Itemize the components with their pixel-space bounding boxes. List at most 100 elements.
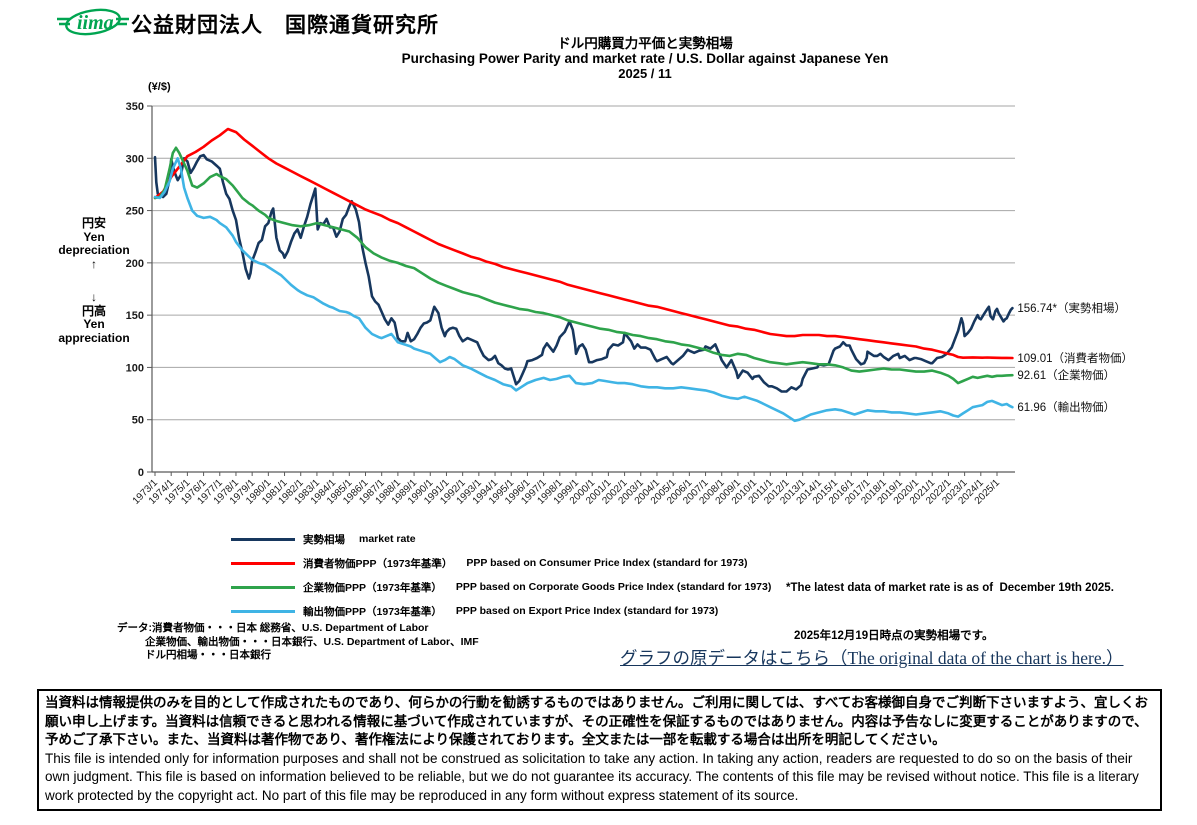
svg-text:1982/1: 1982/1: [276, 477, 306, 507]
svg-text:2013/1: 2013/1: [778, 477, 808, 507]
svg-text:1995/1: 1995/1: [487, 477, 517, 507]
svg-text:2021/1: 2021/1: [908, 477, 938, 507]
svg-text:2011/1: 2011/1: [747, 477, 776, 506]
chart-title-en: Purchasing Power Parity and market rate …: [401, 51, 889, 66]
svg-text:2010/1: 2010/1: [730, 477, 760, 507]
svg-text:1989/1: 1989/1: [390, 477, 420, 507]
svg-text:350: 350: [126, 101, 144, 113]
svg-text:2007/1: 2007/1: [681, 477, 711, 507]
svg-text:1987/1: 1987/1: [357, 477, 387, 507]
svg-text:1978/1: 1978/1: [212, 477, 242, 507]
yen-appreciation-ja: 円高: [81, 303, 106, 318]
svg-text:156.74*（実勢相場）: 156.74*（実勢相場）: [1017, 301, 1126, 315]
legend-item-market-rate: 実勢相場 market rate: [231, 527, 771, 551]
svg-text:2004/1: 2004/1: [633, 477, 663, 507]
svg-text:92.61（企業物価）: 92.61（企業物価）: [1017, 368, 1115, 382]
legend-line-swatch-cgpi-ppp: [231, 585, 295, 589]
disclaimer-text-en: This file is intended only for informati…: [45, 750, 1139, 803]
svg-text:300: 300: [126, 153, 144, 165]
svg-text:100: 100: [126, 362, 144, 374]
disclaimer-box: 当資料は情報提供のみを目的として作成されたものであり、何らかの行動を勧誘するもの…: [37, 689, 1162, 811]
latest-data-note: *The latest data of market rate is as of…: [786, 548, 1114, 676]
legend-item-export-ppp: 輸出物価PPP（1973年基準） PPP based on Export Pri…: [231, 599, 771, 623]
svg-text:2015/1: 2015/1: [811, 477, 841, 507]
data-source-line2: 企業物価、輸出物価・・・日本銀行、U.S. Department of Labo…: [145, 635, 479, 648]
svg-text:1979/1: 1979/1: [228, 477, 258, 507]
svg-text:1998/1: 1998/1: [536, 477, 566, 507]
svg-text:1988/1: 1988/1: [374, 477, 404, 507]
svg-text:1981/1: 1981/1: [260, 477, 290, 507]
org-name: 公益財団法人 国際通貨研究所: [131, 14, 439, 37]
svg-text:1996/1: 1996/1: [503, 477, 533, 507]
yen-depreciation-ja: 円安: [81, 216, 106, 230]
disclaimer-text-ja: 当資料は情報提供のみを目的として作成されたものであり、何らかの行動を勧誘するもの…: [45, 695, 1148, 747]
svg-text:1993/1: 1993/1: [455, 477, 485, 507]
svg-text:2024/1: 2024/1: [957, 477, 987, 507]
svg-text:2020/1: 2020/1: [892, 477, 922, 507]
svg-text:2005/1: 2005/1: [649, 477, 679, 507]
legend-label-en: market rate: [359, 533, 416, 545]
data-source-line3: ドル円相場・・・日本銀行: [145, 649, 271, 661]
svg-text:1974/1: 1974/1: [147, 477, 177, 507]
down-arrow-icon: ↓: [91, 290, 97, 304]
svg-text:61.96（輸出物価）: 61.96（輸出物価）: [1017, 400, 1115, 414]
legend-label-ja: 実勢相場: [303, 533, 345, 546]
svg-text:1992/1: 1992/1: [438, 477, 468, 507]
yen-direction-annotation: 円安 Yen depreciation ↑ ↓ 円高 Yen appreciat…: [38, 216, 150, 345]
svg-text:250: 250: [126, 206, 144, 218]
legend-label-en: PPP based on Corporate Goods Price Index…: [455, 581, 772, 593]
svg-text:1999/1: 1999/1: [552, 477, 582, 507]
svg-text:2008/1: 2008/1: [697, 477, 727, 507]
svg-text:2017/1: 2017/1: [843, 477, 873, 507]
legend-label-en: PPP based on Export Price Index (standar…: [455, 605, 719, 617]
logo-text: iima: [77, 12, 114, 34]
yen-depreciation-en2: depreciation: [58, 243, 130, 257]
svg-text:2023/1: 2023/1: [940, 477, 970, 507]
svg-text:1984/1: 1984/1: [309, 477, 339, 507]
svg-text:2016/1: 2016/1: [827, 477, 857, 507]
legend-line-swatch-market-rate: [231, 537, 295, 541]
svg-text:1973/1: 1973/1: [131, 477, 161, 507]
svg-text:2002/1: 2002/1: [600, 477, 630, 507]
svg-text:2006/1: 2006/1: [665, 477, 695, 507]
svg-text:1985/1: 1985/1: [325, 477, 355, 507]
yen-appreciation-en2: appreciation: [58, 330, 130, 345]
legend-label-ja: 輸出物価PPP（1973年基準）: [303, 605, 442, 618]
up-arrow-icon: ↑: [91, 256, 97, 271]
svg-text:1983/1: 1983/1: [293, 477, 323, 507]
svg-text:2018/1: 2018/1: [859, 477, 889, 507]
yen-depreciation-en1: Yen: [83, 229, 105, 244]
legend-item-cgpi-ppp: 企業物価PPP（1973年基準） PPP based on Corporate …: [231, 575, 771, 599]
chart-title-ja: ドル円購買力平価と実勢相場: [557, 36, 733, 51]
legend-line-swatch-cpi-ppp: [231, 561, 295, 565]
svg-text:2025/1: 2025/1: [973, 477, 1003, 507]
svg-text:1986/1: 1986/1: [341, 477, 371, 507]
svg-text:1976/1: 1976/1: [179, 477, 209, 507]
legend-line-swatch-export-ppp: [231, 609, 295, 613]
legend-label-ja: 企業物価PPP（1973年基準）: [303, 581, 442, 594]
original-data-link[interactable]: グラフの原データはこちら（The original data of the ch…: [620, 648, 1124, 668]
legend-item-cpi-ppp: 消費者物価PPP（1973年基準） PPP based on Consumer …: [231, 551, 771, 575]
svg-text:2014/1: 2014/1: [795, 477, 825, 507]
svg-text:1991/1: 1991/1: [422, 477, 452, 507]
data-source-block: データ:消費者物価・・・日本 総務省、U.S. Department of La…: [117, 622, 479, 663]
svg-text:50: 50: [132, 415, 144, 427]
y-axis-unit-label: (¥/$): [148, 81, 171, 93]
svg-text:1977/1: 1977/1: [195, 477, 225, 507]
note-line-en: *The latest data of market rate is as of…: [786, 582, 1114, 594]
iima-logo-icon: iima: [56, 2, 130, 42]
svg-text:1994/1: 1994/1: [471, 477, 501, 507]
data-source-line1: データ:消費者物価・・・日本 総務省、U.S. Department of La…: [117, 622, 429, 634]
legend-label-ja: 消費者物価PPP（1973年基準）: [303, 557, 453, 570]
svg-text:1990/1: 1990/1: [406, 477, 436, 507]
svg-text:1975/1: 1975/1: [163, 477, 193, 507]
svg-text:2001/1: 2001/1: [584, 477, 614, 507]
svg-text:2022/1: 2022/1: [924, 477, 954, 507]
chart-legend: 実勢相場 market rate 消費者物価PPP（1973年基準） PPP b…: [231, 527, 771, 623]
ppp-chart-plot: 0501001502002503003501973/11974/11975/11…: [126, 101, 1133, 507]
yen-appreciation-en1: Yen: [83, 317, 105, 331]
svg-text:0: 0: [138, 467, 144, 479]
svg-text:2019/1: 2019/1: [876, 477, 906, 507]
svg-text:2000/1: 2000/1: [568, 477, 598, 507]
